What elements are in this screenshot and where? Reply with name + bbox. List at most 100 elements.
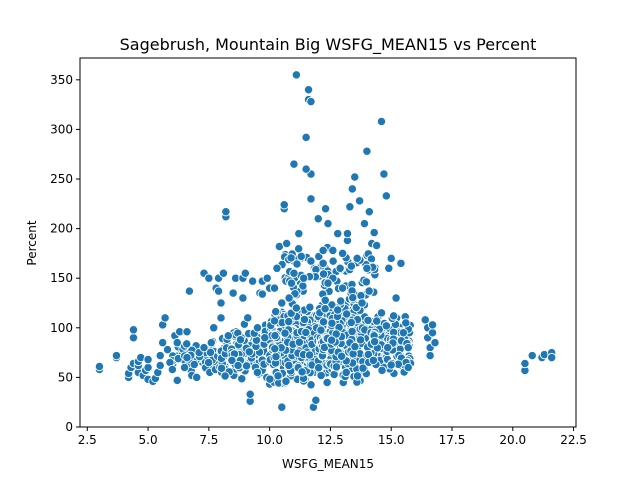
data-point [143, 354, 153, 365]
chart-title: Sagebrush, Mountain Big WSFG_MEAN15 vs P… [120, 35, 537, 55]
data-point [336, 351, 347, 361]
data-point [313, 214, 323, 224]
data-point [304, 350, 315, 360]
data-point [346, 261, 357, 271]
data-point [257, 289, 268, 299]
data-point [327, 318, 337, 328]
data-point [335, 263, 345, 273]
data-point [347, 326, 357, 337]
data-point [247, 276, 258, 286]
data-point [128, 333, 139, 343]
data-point [341, 309, 352, 319]
data-point [294, 228, 304, 239]
data-point [363, 315, 373, 325]
data-point [362, 146, 372, 156]
data-point [520, 358, 530, 369]
data-point [269, 283, 280, 293]
data-point [427, 320, 438, 330]
data-point [318, 245, 328, 256]
data-point [252, 367, 263, 378]
data-point [333, 305, 343, 315]
data-point [306, 380, 316, 390]
data-point [182, 339, 192, 349]
y-axis-label: Percent [25, 220, 39, 265]
x-tick-label: 10.0 [256, 433, 283, 447]
data-point [292, 259, 302, 269]
y-tick-label: 100 [50, 321, 73, 335]
data-point [403, 342, 413, 353]
data-point [361, 277, 371, 287]
data-point [311, 395, 321, 405]
data-point [384, 263, 394, 273]
data-point [235, 335, 246, 345]
data-point [316, 325, 326, 335]
y-tick-label: 150 [50, 271, 73, 285]
data-point [430, 338, 440, 348]
data-point [233, 360, 243, 371]
data-point [269, 316, 280, 326]
data-point [160, 313, 170, 323]
data-point [323, 278, 333, 288]
data-point [277, 298, 287, 308]
data-point [265, 374, 275, 384]
data-point [291, 303, 302, 313]
data-point [398, 328, 409, 338]
data-point [301, 132, 311, 143]
data-point [158, 338, 168, 348]
data-point [271, 307, 281, 317]
data-point [364, 286, 374, 296]
data-point [280, 328, 290, 338]
data-point [155, 360, 165, 371]
data-point [227, 355, 237, 365]
data-point [306, 256, 316, 266]
data-point [336, 296, 346, 306]
data-point [301, 164, 311, 174]
points-layer [94, 70, 557, 412]
x-tick-label: 2.5 [78, 433, 97, 447]
data-point [527, 350, 537, 361]
data-point [238, 293, 248, 303]
data-point [245, 389, 255, 399]
y-tick-label: 200 [50, 222, 73, 236]
data-point [342, 228, 353, 239]
data-point [299, 273, 309, 283]
data-point [221, 207, 231, 217]
data-point [306, 96, 316, 107]
data-point [320, 304, 330, 314]
y-tick-label: 250 [50, 172, 73, 186]
data-point [220, 371, 230, 381]
data-point [363, 349, 374, 360]
data-point [218, 268, 229, 278]
data-point [368, 355, 379, 365]
data-point [323, 219, 333, 229]
y-tick-label: 50 [58, 370, 73, 384]
data-point [362, 263, 372, 273]
data-point [355, 335, 366, 345]
data-point [216, 363, 227, 373]
data-point [271, 351, 281, 362]
data-point [391, 293, 401, 303]
data-point [425, 350, 435, 361]
data-point [206, 338, 216, 348]
data-point [372, 316, 382, 326]
data-point [350, 342, 360, 352]
data-point [204, 273, 214, 283]
data-point [333, 228, 343, 239]
data-point [205, 347, 216, 357]
data-point [347, 184, 357, 194]
data-point [272, 263, 282, 273]
data-point [322, 377, 332, 388]
y-axis: 0 50 100 150 200 250 300 350 [50, 73, 80, 434]
x-tick-label: 5.0 [139, 433, 158, 447]
data-point [371, 240, 382, 251]
plot-frame [79, 57, 577, 428]
data-point [262, 273, 272, 283]
data-point [350, 172, 360, 182]
data-point [270, 344, 280, 354]
data-point [296, 251, 306, 262]
data-point [383, 342, 393, 353]
data-point [396, 258, 406, 268]
data-point [320, 204, 331, 214]
